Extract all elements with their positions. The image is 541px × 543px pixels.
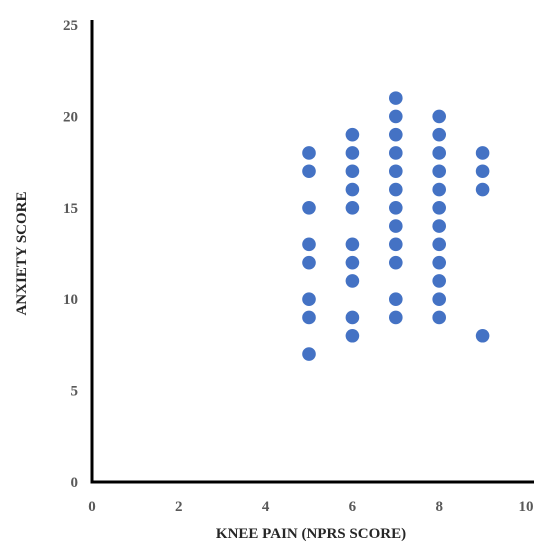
- data-point: [389, 292, 403, 307]
- x-tick-label: 0: [88, 499, 96, 515]
- y-tick-label: 0: [71, 475, 79, 491]
- y-tick-label: 20: [63, 109, 78, 125]
- data-point: [345, 255, 360, 270]
- data-point: [302, 255, 316, 270]
- x-axis-ticks: 0 2 4 6 8 10: [88, 499, 533, 515]
- data-point: [302, 237, 316, 252]
- data-point: [432, 201, 447, 215]
- data-point: [432, 274, 447, 288]
- data-point: [345, 310, 360, 325]
- data-point: [389, 127, 403, 142]
- data-point: [302, 310, 316, 325]
- data-point: [389, 201, 403, 215]
- data-point: [432, 310, 447, 325]
- data-point: [345, 164, 360, 179]
- data-point: [302, 146, 316, 160]
- data-point: [302, 292, 316, 307]
- x-tick-label: 4: [262, 499, 270, 515]
- data-point: [302, 164, 316, 179]
- data-point: [432, 292, 447, 307]
- data-point: [345, 182, 360, 197]
- data-point: [389, 219, 403, 233]
- y-tick-label: 25: [63, 18, 78, 34]
- data-point: [345, 328, 360, 343]
- x-tick-label: 8: [435, 499, 443, 515]
- x-tick-label: 10: [519, 499, 534, 515]
- data-point: [345, 146, 360, 160]
- data-point: [475, 146, 490, 160]
- data-point: [432, 255, 447, 270]
- data-point: [389, 146, 403, 160]
- y-tick-label: 10: [63, 292, 78, 308]
- data-point: [302, 347, 316, 361]
- y-axis-ticks: 0 5 10 15 20 25: [63, 18, 78, 491]
- data-point: [432, 109, 447, 124]
- data-point: [345, 127, 360, 142]
- data-point: [432, 237, 447, 252]
- data-point: [389, 237, 403, 252]
- y-tick-label: 5: [71, 384, 79, 400]
- data-point: [432, 146, 447, 160]
- data-point: [389, 164, 403, 179]
- data-point: [345, 274, 360, 288]
- x-tick-label: 6: [349, 499, 357, 515]
- data-point: [389, 310, 403, 325]
- data-point: [432, 127, 447, 142]
- data-point: [389, 182, 403, 197]
- y-tick-label: 15: [63, 201, 78, 217]
- x-tick-label: 2: [175, 499, 183, 515]
- data-point: [432, 219, 447, 233]
- data-point: [389, 109, 403, 124]
- y-axis-title: ANXIETY SCORE: [14, 191, 30, 315]
- data-point: [302, 201, 316, 215]
- data-point: [432, 182, 447, 197]
- data-points: [302, 91, 490, 361]
- data-point: [345, 201, 360, 215]
- data-point: [475, 328, 490, 343]
- data-point: [345, 237, 360, 252]
- x-axis-title: KNEE PAIN (NPRS SCORE): [216, 526, 406, 542]
- data-point: [389, 255, 403, 270]
- data-point: [475, 182, 490, 197]
- data-point: [432, 164, 447, 179]
- data-point: [389, 91, 403, 105]
- data-point: [475, 164, 490, 179]
